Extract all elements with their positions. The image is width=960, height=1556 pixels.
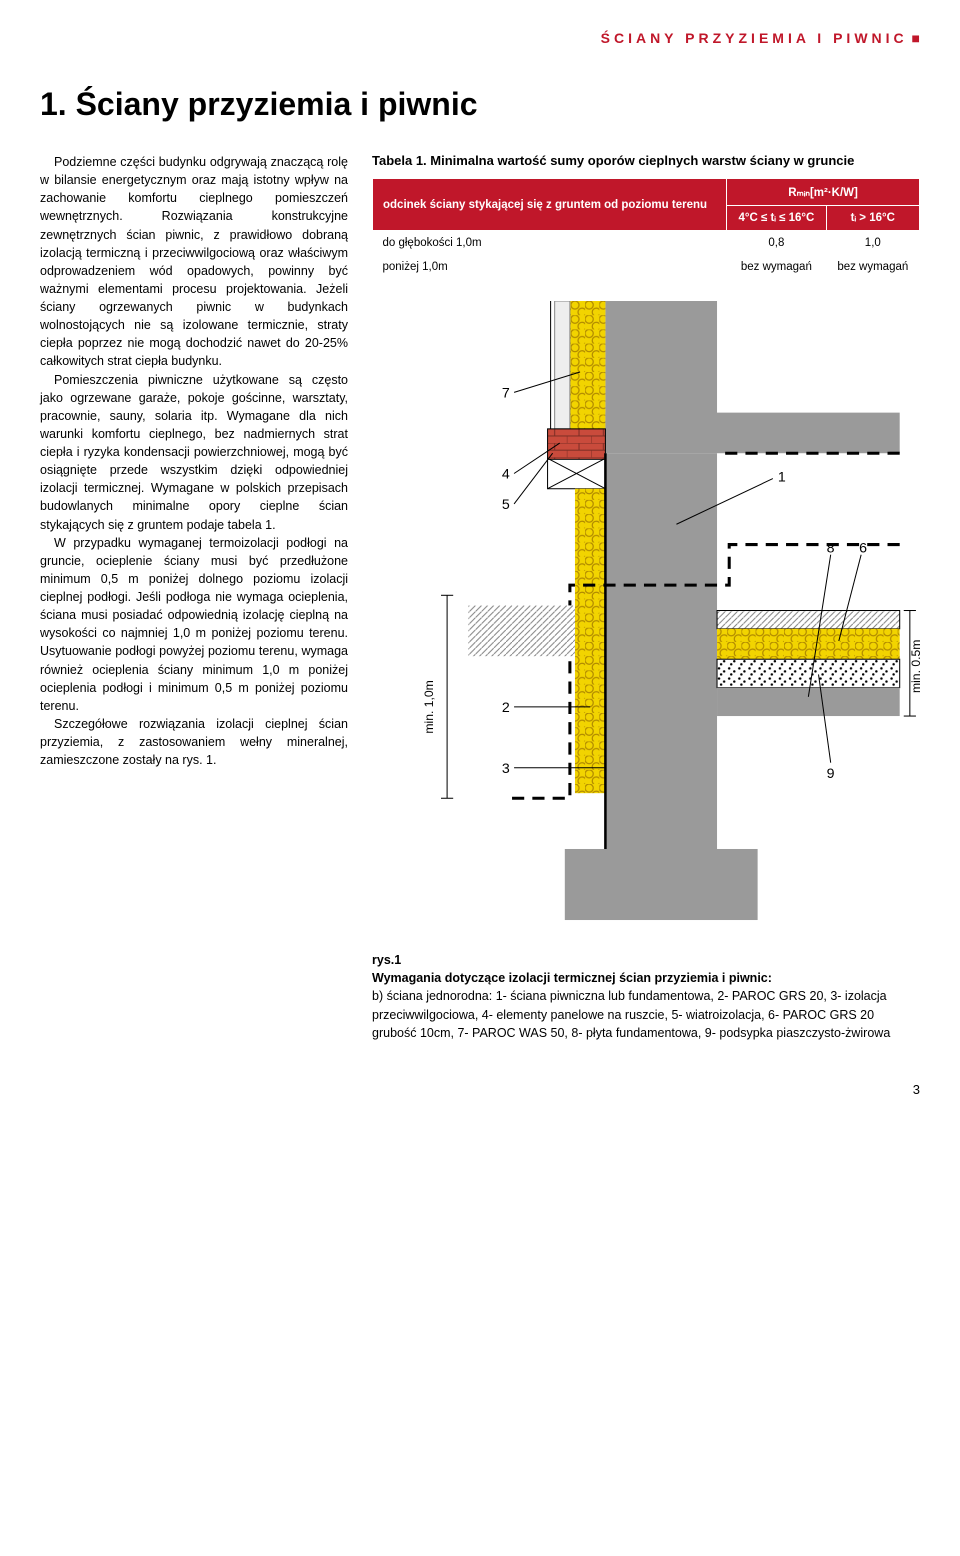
table-row: poniżej 1,0m bez wymagań bez wymagań	[373, 255, 920, 279]
table-header: 4°C ≤ tᵢ ≤ 16°C	[727, 206, 826, 231]
table-header: Rₘᵢₙ[m²·K/W]	[727, 179, 920, 206]
figure-caption-text: b) ściana jednorodna: 1- ściana piwniczn…	[372, 989, 890, 1039]
thermal-resistance-table: odcinek ściany stykającej się z gruntem …	[372, 178, 920, 279]
diagram-label: 6	[859, 541, 867, 557]
table-cell: poniżej 1,0m	[373, 255, 727, 279]
page-number: 3	[40, 1082, 920, 1097]
diagram-label: 5	[502, 497, 510, 513]
wall-section-svg: min. 1,0m min. 0,5m 7 4 5 2	[372, 301, 920, 930]
table-title: Tabela 1. Minimalna wartość sumy oporów …	[372, 153, 920, 168]
diagram-label: 2	[502, 700, 510, 716]
figure-caption: rys.1 Wymagania dotyczące izolacji termi…	[372, 951, 920, 1042]
figure-title: Wymagania dotyczące izolacji termicznej …	[372, 971, 772, 985]
diagram-label: 9	[827, 766, 835, 782]
content-columns: Podziemne części budynku odgrywają znacz…	[40, 153, 920, 1042]
section-diagram: min. 1,0m min. 0,5m 7 4 5 2	[372, 301, 920, 935]
table-row: do głębokości 1,0m 0,8 1,0	[373, 231, 920, 256]
diagram-label: 3	[502, 761, 510, 777]
section-header: ŚCIANY PRZYZIEMIA I PIWNIC	[40, 30, 920, 46]
paragraph: W przypadku wymaganej termoizolacji podł…	[40, 534, 348, 715]
table-header: odcinek ściany stykającej się z gruntem …	[373, 179, 727, 231]
right-column: Tabela 1. Minimalna wartość sumy oporów …	[372, 153, 920, 1042]
table-header: tᵢ > 16°C	[826, 206, 919, 231]
table-cell: 1,0	[826, 231, 919, 256]
table-cell: bez wymagań	[826, 255, 919, 279]
diagram-label: 7	[502, 385, 510, 401]
paragraph: Podziemne części budynku odgrywają znacz…	[40, 153, 348, 371]
figure-label: rys.1	[372, 953, 401, 967]
table-cell: bez wymagań	[727, 255, 826, 279]
page-title: 1. Ściany przyziemia i piwnic	[40, 86, 920, 123]
dim-label: min. 0,5m	[909, 640, 920, 693]
diagram-label: 8	[827, 541, 835, 557]
table-cell: 0,8	[727, 231, 826, 256]
diagram-label: 4	[502, 467, 510, 483]
paragraph: Pomieszczenia piwniczne użytkowane są cz…	[40, 371, 348, 534]
diagram-label: 1	[778, 470, 786, 486]
dim-label: min. 1,0m	[422, 680, 436, 733]
paragraph: Szczegółowe rozwiązania izolacji cieplne…	[40, 715, 348, 769]
table-cell: do głębokości 1,0m	[373, 231, 727, 256]
body-text-column: Podziemne części budynku odgrywają znacz…	[40, 153, 348, 1042]
